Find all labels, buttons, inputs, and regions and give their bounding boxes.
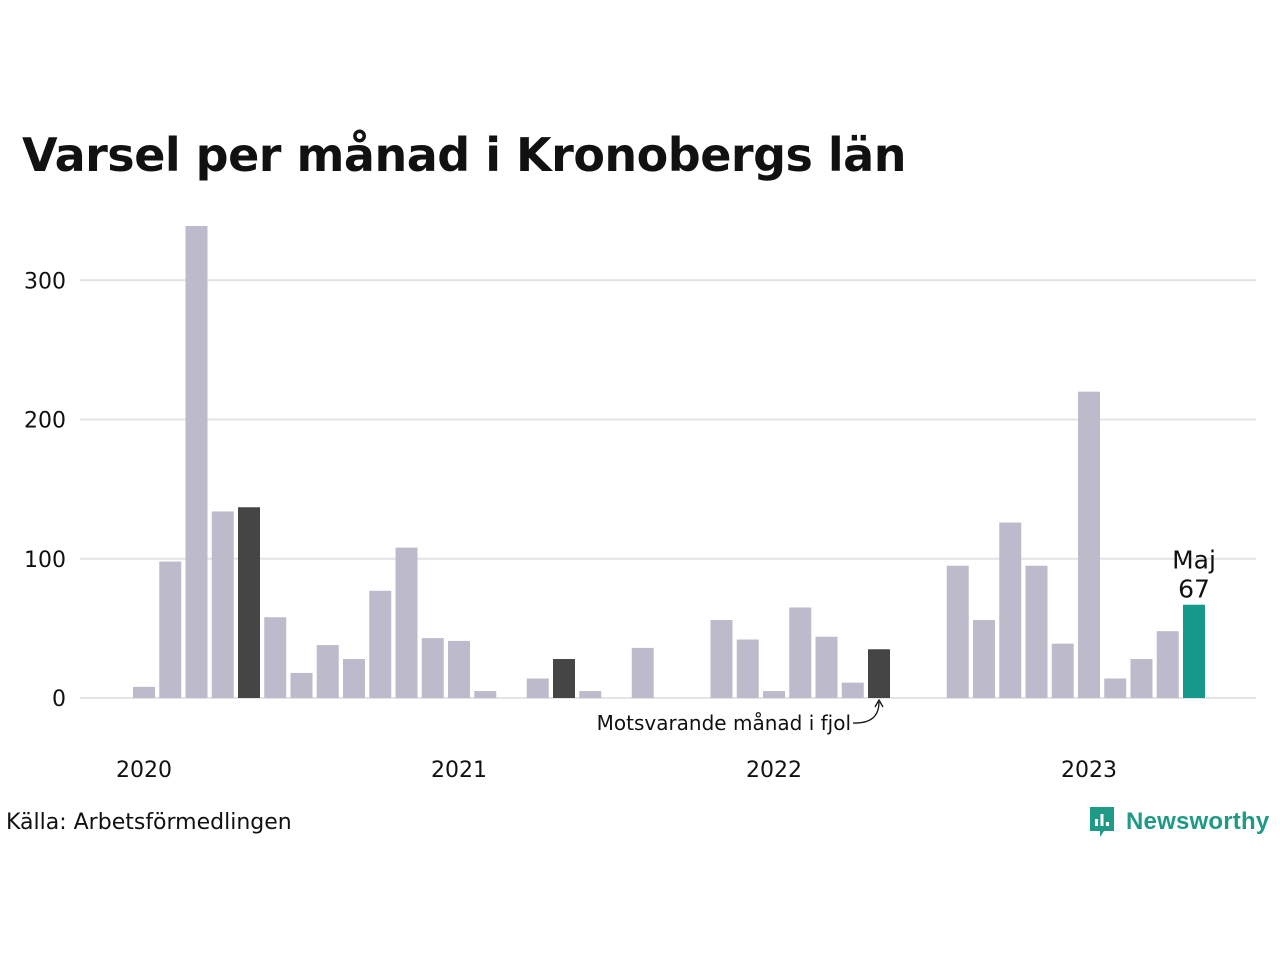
y-tick-label: 0 [52,687,66,712]
bar [553,659,575,698]
y-tick-label: 300 [24,269,66,294]
bar [343,659,365,698]
bar [238,507,260,698]
y-axis-ticks: 0 100 200 300 [24,269,66,712]
y-tick-label: 100 [24,548,66,573]
bar [1183,604,1205,698]
bar [1025,565,1048,698]
bar [211,511,234,698]
bar [421,638,444,698]
bar [1130,659,1153,698]
bar [395,547,418,698]
bar [868,649,890,698]
annotation-arrow [852,701,880,724]
bar [946,565,969,698]
newsworthy-logo-icon [1090,807,1114,837]
bar [448,640,470,698]
bar [369,590,392,698]
highlight-month-label: Maj [1172,546,1216,575]
x-tick-label: 2022 [746,758,802,783]
chart-title: Varsel per månad i Kronobergs län [22,128,906,182]
bar [763,691,785,698]
bar [815,636,838,698]
bar [631,647,654,698]
highlight-value-label: 67 [1178,575,1210,604]
x-tick-label: 2023 [1061,758,1117,783]
brand-logo: Newsworthy [1088,804,1269,840]
x-axis-ticks: 2020 2021 2022 2023 [116,758,1117,783]
source-label: Källa: Arbetsförmedlingen [6,810,292,835]
bar [159,561,182,698]
y-tick-label: 200 [24,409,66,434]
bar [290,672,313,698]
bar [185,226,208,698]
bar [1156,631,1179,698]
brand-name: Newsworthy [1126,808,1270,835]
annotation-arrowhead [874,698,884,708]
x-tick-label: 2020 [116,758,172,783]
bar [474,691,497,698]
bar [999,522,1022,698]
bar [710,620,733,698]
bar [526,678,549,698]
bar [736,639,759,698]
bars [133,226,1205,698]
bar [1051,643,1074,698]
bar [1078,391,1100,698]
bar [264,617,287,698]
bar [579,691,602,698]
x-tick-label: 2021 [431,758,487,783]
bar [316,645,339,698]
bar [973,620,995,698]
annotation-label: Motsvarande månad i fjol [597,711,851,735]
bar [841,682,864,698]
bar [1104,678,1127,698]
bar [133,686,155,698]
bar [789,607,812,698]
